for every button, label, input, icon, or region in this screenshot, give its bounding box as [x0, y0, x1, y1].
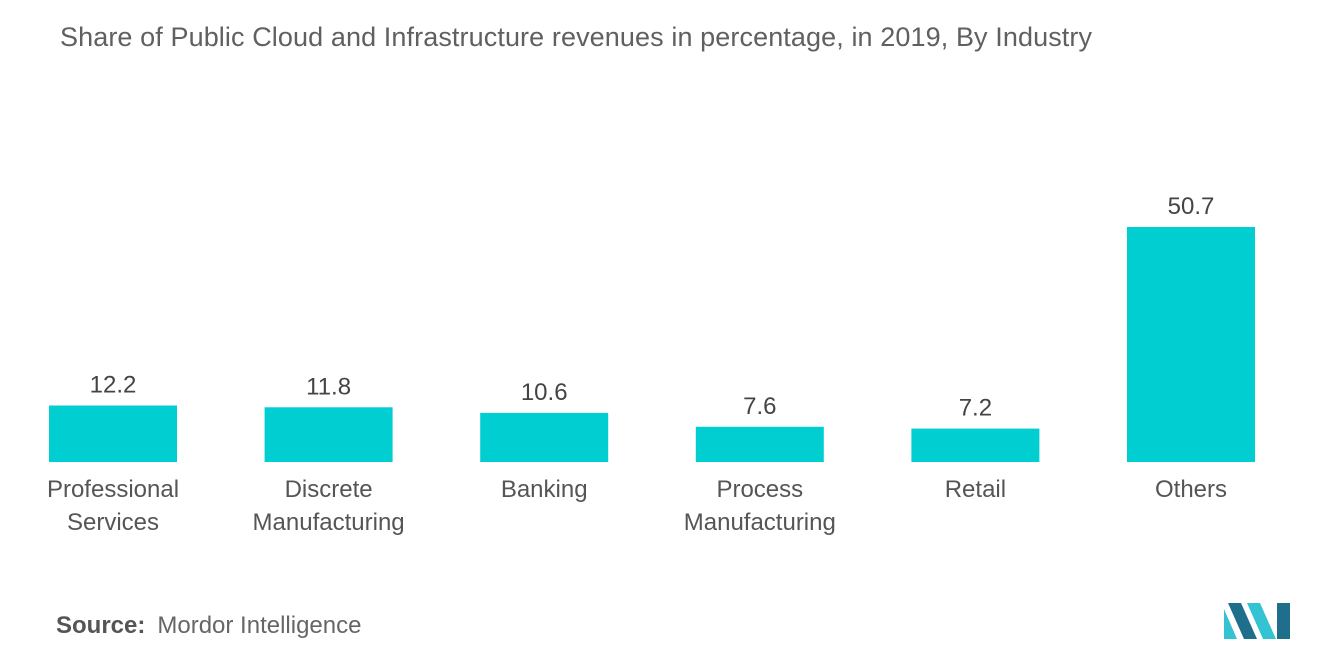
bar-1 — [264, 407, 393, 462]
bar-4 — [911, 428, 1040, 462]
bar-value-label: 7.6 — [743, 393, 776, 420]
bar-value-label: 10.6 — [521, 379, 568, 406]
mordor-intelligence-logo-icon — [1224, 603, 1290, 639]
bar-chart: 12.2 Professional Services 11.8 Discrete Manu… — [47, 193, 1255, 536]
source-note: Source: Mordor Intelligence — [56, 612, 361, 640]
category-label: Discrete Manufacturing — [253, 476, 405, 536]
category-label: Professional Services — [47, 476, 179, 536]
source-value: Mordor Intelligence — [157, 612, 362, 639]
bar-0 — [49, 405, 177, 462]
category-label: Process Manufacturing — [684, 476, 836, 536]
bar-5 — [1127, 227, 1255, 462]
bar-value-label: 11.8 — [306, 373, 351, 400]
source-label: Source: — [56, 612, 146, 639]
chart-title: Share of Public Cloud and Infrastructure… — [60, 22, 1093, 52]
category-label: Others — [1155, 476, 1227, 503]
bar-3 — [695, 426, 824, 462]
category-label: Retail — [945, 476, 1006, 503]
bar-value-label: 12.2 — [90, 372, 137, 399]
category-label: Banking — [501, 476, 588, 503]
bar-value-label: 7.2 — [959, 395, 992, 422]
bar-value-label: 50.7 — [1168, 193, 1215, 220]
bar-2 — [480, 412, 609, 462]
